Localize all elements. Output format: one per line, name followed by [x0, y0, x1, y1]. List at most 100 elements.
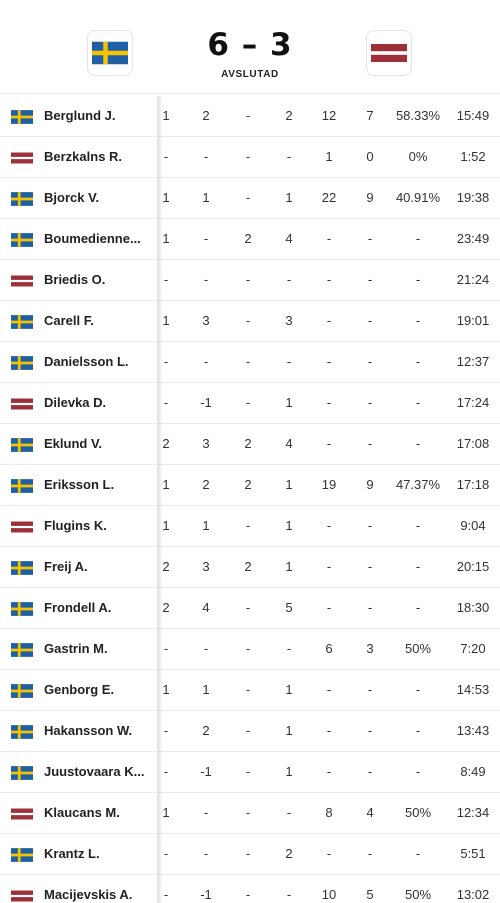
player-row[interactable]: Freij A. 2 3 2 1 - - - 20:15: [0, 547, 500, 588]
stat-cell: 1: [285, 682, 293, 697]
player-name-cell[interactable]: Briedis O.: [0, 260, 158, 300]
player-name-cell[interactable]: Eriksson L.: [0, 465, 158, 505]
player-row[interactable]: Carell F. 1 3 - 3 - - - 19:01: [0, 301, 500, 342]
player-name[interactable]: Dilevka D.: [44, 395, 107, 410]
stat-cell: -: [415, 231, 421, 246]
player-name[interactable]: Danielsson L.: [44, 354, 129, 369]
player-name[interactable]: Eklund V.: [44, 436, 103, 451]
player-stats-table[interactable]: Berglund J. 1 2-2 12 7 58.33% 15:49 Berzkalns R…: [0, 96, 500, 903]
player-row[interactable]: Juustovaara K... - -1-1- - -8:49: [0, 752, 500, 793]
stat-cell: -: [326, 354, 332, 369]
stat-cell: 2: [244, 559, 252, 574]
stat-cell: -: [203, 231, 209, 246]
stat-cell: 5: [285, 600, 293, 615]
stat-cell: -: [286, 887, 292, 902]
player-name[interactable]: Flugins K.: [44, 518, 107, 533]
player-name[interactable]: Boumedienne...: [44, 231, 141, 246]
player-row[interactable]: Berglund J. 1 2-2 12 7 58.33% 15:49: [0, 96, 500, 137]
player-row[interactable]: Hakansson W. - 2 - 1 - - - 13:43: [0, 711, 500, 752]
player-row[interactable]: Boumedienne... 1 - 2 4 - - - 23:49: [0, 219, 500, 260]
player-name[interactable]: Gastrin M.: [44, 641, 108, 656]
player-name-cell[interactable]: Eklund V.: [0, 424, 158, 464]
player-row[interactable]: Genborg E. 1 1 - 1 - - - 14:53: [0, 670, 500, 711]
player-name[interactable]: Frondell A.: [44, 600, 112, 615]
player-name-cell[interactable]: Gastrin M.: [0, 629, 158, 669]
player-name-cell[interactable]: Krantz L.: [0, 834, 158, 874]
stat-cell: 0: [366, 149, 374, 164]
stat-cell: -: [326, 764, 332, 779]
player-name-cell[interactable]: Genborg E.: [0, 670, 158, 710]
stat-cell: -: [203, 846, 209, 861]
player-name[interactable]: Carell F.: [44, 313, 94, 328]
stat-cell: -: [326, 846, 332, 861]
player-name-cell[interactable]: Boumedienne...: [0, 219, 158, 259]
player-row[interactable]: Gastrin M. - - - - 6 3 50% 7:20: [0, 629, 500, 670]
stat-cell: 1: [325, 149, 333, 164]
player-name-cell[interactable]: Freij A.: [0, 547, 158, 587]
home-team-flag-button[interactable]: [87, 30, 133, 76]
player-name-cell[interactable]: Macijevskis A.: [0, 875, 158, 903]
player-row[interactable]: Dilevka D. - -1-1- - -17:24: [0, 383, 500, 424]
player-row[interactable]: Danielsson L. - - - - - - - 12:37: [0, 342, 500, 383]
player-row[interactable]: Frondell A. 2 4 - 5 - - - 18:30: [0, 588, 500, 629]
player-name-cell[interactable]: Berzkalns R.: [0, 137, 158, 177]
player-name-cell[interactable]: Carell F.: [0, 301, 158, 341]
stat-cell: 2: [202, 477, 210, 492]
stat-cell: 4: [285, 436, 293, 451]
latvia-flag-icon: [11, 890, 33, 902]
stat-cell: 40.91%: [395, 190, 441, 205]
stat-cell: 1: [285, 518, 293, 533]
player-name-cell[interactable]: Frondell A.: [0, 588, 158, 628]
player-name[interactable]: Klaucans M.: [44, 805, 120, 820]
stat-cell: 2: [285, 108, 293, 123]
player-name[interactable]: Genborg E.: [44, 682, 115, 697]
player-name-cell[interactable]: Bjorck V.: [0, 178, 158, 218]
player-name[interactable]: Freij A.: [44, 559, 88, 574]
stat-cell: 8: [325, 805, 333, 820]
player-row[interactable]: Eriksson L. 1 2 2 1 19 9 47.37% 17:18: [0, 465, 500, 506]
player-row[interactable]: Krantz L. - - - 2 - - - 5:51: [0, 834, 500, 875]
player-row[interactable]: Berzkalns R. - - - - 1 0 0% 1:52: [0, 137, 500, 178]
stat-cell: 1: [162, 231, 170, 246]
player-row[interactable]: Klaucans M. 1 - - - 8 4 50% 12:34: [0, 793, 500, 834]
sweden-flag-icon: [11, 233, 33, 247]
stat-cell: 19:01: [456, 313, 490, 328]
player-name-cell[interactable]: Hakansson W.: [0, 711, 158, 751]
stat-cell: 7: [366, 108, 374, 123]
player-name-cell[interactable]: Flugins K.: [0, 506, 158, 546]
player-name[interactable]: Berzkalns R.: [44, 149, 123, 164]
sweden-flag-icon: [11, 643, 33, 657]
stat-cell: -: [286, 641, 292, 656]
player-name[interactable]: Berglund J.: [44, 108, 116, 123]
player-name[interactable]: Juustovaara K...: [44, 764, 145, 779]
player-name-cell[interactable]: Danielsson L.: [0, 342, 158, 382]
sweden-flag-icon: [11, 479, 33, 493]
player-name[interactable]: Hakansson W.: [44, 723, 133, 738]
player-name[interactable]: Eriksson L.: [44, 477, 115, 492]
player-name[interactable]: Macijevskis A.: [44, 887, 133, 902]
player-name[interactable]: Briedis O.: [44, 272, 106, 287]
stat-cell: 19: [321, 477, 337, 492]
player-name-cell[interactable]: Berglund J.: [0, 96, 158, 136]
stat-cell: -: [415, 559, 421, 574]
player-row[interactable]: Flugins K. 1 1 - 1 - - - 9:04: [0, 506, 500, 547]
stat-cell: -: [286, 149, 292, 164]
player-row[interactable]: Macijevskis A. - -1 - - 10 5 50% 13:02: [0, 875, 500, 903]
stat-cell: 10: [321, 887, 337, 902]
stat-cell: 1: [162, 313, 170, 328]
player-name-cell[interactable]: Dilevka D.: [0, 383, 158, 423]
stat-cell: 1: [285, 190, 293, 205]
player-name-cell[interactable]: Klaucans M.: [0, 793, 158, 833]
player-name[interactable]: Krantz L.: [44, 846, 100, 861]
stat-cell: -: [163, 887, 169, 902]
player-row[interactable]: Eklund V. 2 3 2 4 - - - 17:08: [0, 424, 500, 465]
stat-cell: 13:43: [456, 723, 490, 738]
player-name-cell[interactable]: Juustovaara K...: [0, 752, 158, 792]
player-row[interactable]: Briedis O. - - - - - - - 21:24: [0, 260, 500, 301]
stat-cell: -: [415, 272, 421, 287]
player-name[interactable]: Bjorck V.: [44, 190, 100, 205]
stat-cell: 50%: [404, 805, 432, 820]
away-team-flag-button[interactable]: [366, 30, 412, 76]
player-row[interactable]: Bjorck V. 1 1 - 1 22 9 40.91% 19:38: [0, 178, 500, 219]
stat-cell: 1: [162, 190, 170, 205]
